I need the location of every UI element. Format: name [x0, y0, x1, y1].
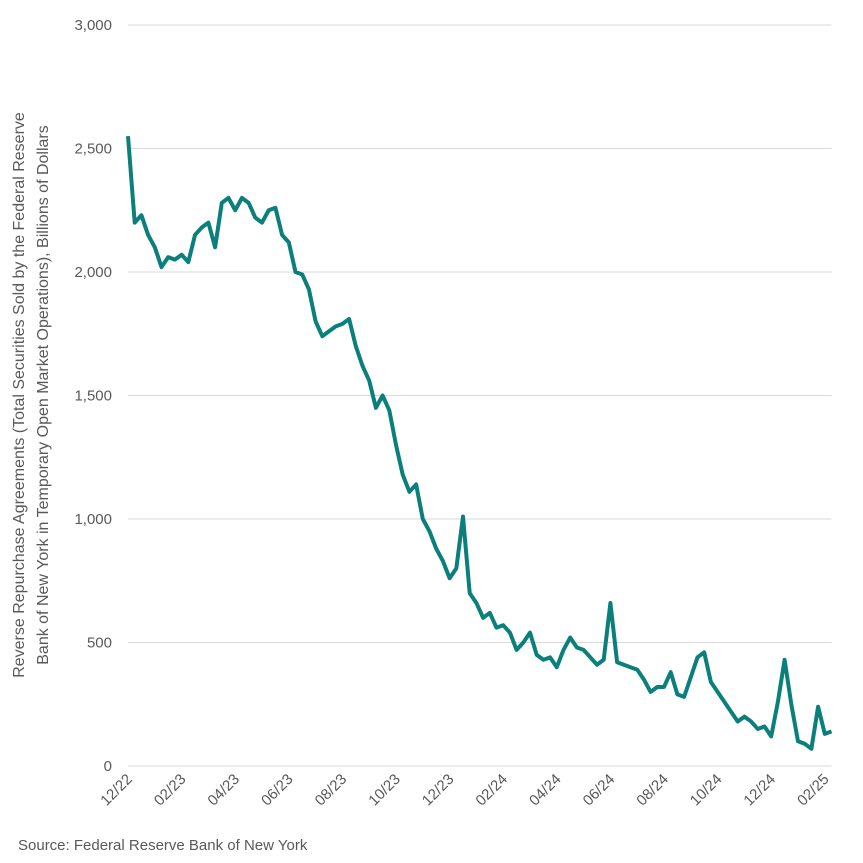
x-tick-label: 10/23	[365, 771, 404, 810]
x-tick-label: 12/23	[419, 771, 458, 810]
x-tick-label: 08/23	[312, 771, 351, 810]
y-axis-label: Reverse Repurchase Agreements (Total Sec…	[11, 112, 28, 678]
x-tick-label: 08/24	[633, 771, 672, 810]
x-tick-label: 02/25	[794, 771, 833, 810]
x-tick-label: 02/23	[151, 771, 190, 810]
y-tick-label: 2,000	[74, 264, 112, 281]
x-tick-label: 12/24	[740, 771, 779, 810]
x-tick-label: 06/24	[580, 771, 619, 810]
x-tick-label: 04/23	[204, 771, 243, 810]
y-tick-label: 0	[104, 758, 112, 775]
x-tick-label: 10/24	[687, 771, 726, 810]
y-tick-label: 3,000	[74, 17, 112, 34]
data-line	[126, 135, 833, 751]
source-note: Source: Federal Reserve Bank of New York	[18, 837, 308, 854]
y-tick-label: 1,000	[74, 511, 112, 528]
x-tick-label: 12/22	[97, 771, 136, 810]
y-tick-label: 2,500	[74, 141, 112, 158]
y-tick-label: 1,500	[74, 388, 112, 405]
x-tick-label: 06/23	[258, 771, 297, 810]
x-tick-label: 04/24	[526, 771, 565, 810]
y-tick-label: 500	[87, 635, 112, 652]
x-tick-label: 02/24	[472, 771, 511, 810]
y-axis-label: Bank of New York in Temporary Open Marke…	[35, 125, 52, 665]
